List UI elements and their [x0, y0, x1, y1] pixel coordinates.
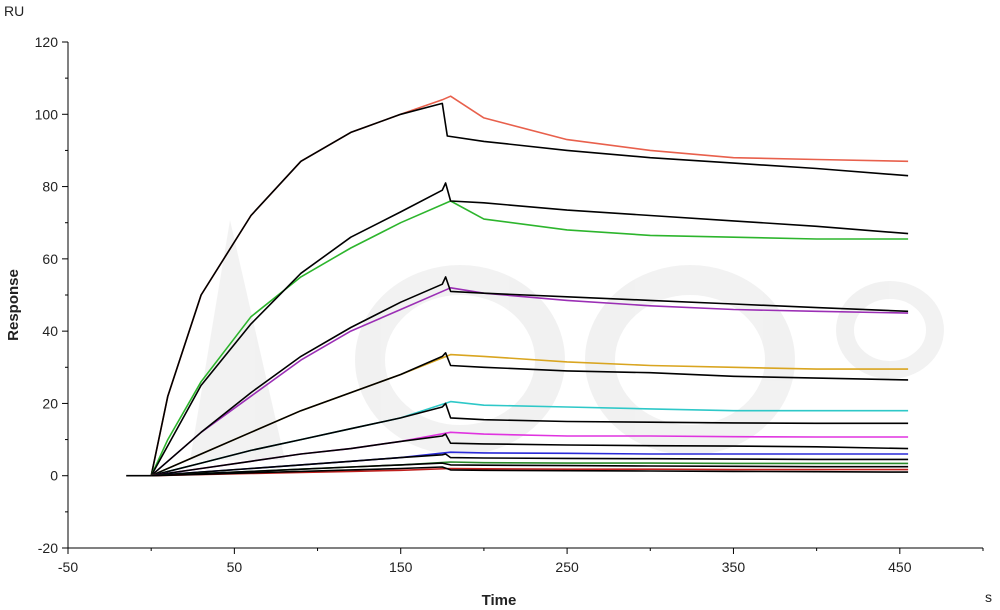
y-tick-label: -20 — [38, 540, 58, 556]
fit-curve-15 — [151, 462, 909, 477]
y-tick-label: 120 — [35, 34, 59, 50]
y-tick-label: 0 — [50, 468, 58, 484]
fit-curve-9 — [151, 402, 909, 477]
y-axis-title: Response — [5, 269, 22, 341]
x-tick-label: -50 — [58, 559, 78, 575]
x-tick-label: 450 — [888, 559, 912, 575]
x-tick-label: 150 — [389, 559, 413, 575]
fit-curve-5 — [150, 276, 909, 477]
fit-curve-11 — [151, 433, 909, 477]
y-tick-label: 100 — [35, 106, 59, 122]
x-axis-title: Time — [482, 592, 517, 609]
fit-curve-1 — [126, 102, 909, 477]
y-tick-label: 80 — [42, 179, 58, 195]
fit-curve-3 — [150, 182, 909, 477]
fit-curve-17 — [151, 466, 909, 477]
x-unit-label: s — [985, 589, 992, 605]
y-tick-label: 60 — [42, 251, 58, 267]
y-unit-label: RU — [4, 3, 24, 19]
x-tick-label: 50 — [227, 559, 243, 575]
x-axis-ticks: -50 50 150 250 350 450 — [58, 548, 984, 575]
response-curve-2 — [150, 200, 909, 477]
x-tick-label: 350 — [722, 559, 746, 575]
fit-curve-7 — [150, 352, 909, 477]
y-tick-label: 20 — [42, 395, 58, 411]
y-axis-ticks: -20 0 20 40 60 80 100 120 — [35, 34, 68, 556]
response-curve-4 — [150, 287, 909, 477]
series-layer — [126, 95, 909, 477]
fit-curve-13 — [151, 453, 909, 477]
x-tick-label: 250 — [555, 559, 579, 575]
y-tick-label: 40 — [42, 323, 58, 339]
